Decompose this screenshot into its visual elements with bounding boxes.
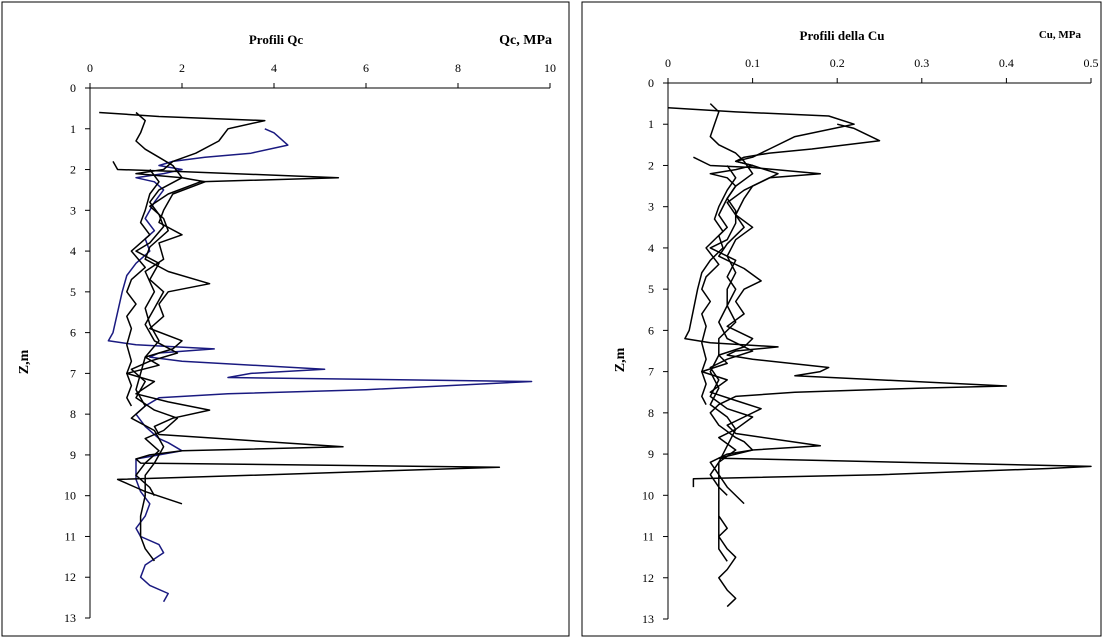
y-tick-label: 6 <box>70 326 76 340</box>
y-tick-label: 13 <box>64 611 76 625</box>
qc-profile-chart: Profili Qc Qc, MPa Z,m 0 2 4 6 8 10 0 1 2 3 4 5 6 7 8 9… <box>1 1 570 637</box>
y-tick-label: 0 <box>648 76 654 90</box>
chart-title: Profili della Cu <box>800 28 885 43</box>
y-tick-label: 2 <box>648 158 654 172</box>
x-tick-label: 4 <box>271 61 277 75</box>
x-tick-label: 0 <box>665 56 671 70</box>
x-tick-label: 0.5 <box>1084 56 1099 70</box>
series-line-3 <box>130 111 183 497</box>
y-tick-label: 2 <box>70 163 76 177</box>
series-line-5 <box>126 169 160 407</box>
x-tick-label: 0.2 <box>830 56 845 70</box>
series-line-1 <box>107 128 533 603</box>
series-line-4 <box>693 156 822 505</box>
x-axis-label: Cu, MPa <box>1039 29 1082 41</box>
series-line-3 <box>684 123 1092 488</box>
y-tick-label: 5 <box>648 282 654 296</box>
y-axis-label: Z,m <box>613 347 628 372</box>
y-tick-label: 6 <box>648 323 654 337</box>
x-tick-label: 8 <box>455 61 461 75</box>
y-tick-label: 8 <box>70 407 76 421</box>
series-line-4 <box>112 161 501 505</box>
chart-frame <box>1 1 570 637</box>
x-tick-label: 0.1 <box>745 56 760 70</box>
y-axis-label: Z,m <box>17 349 32 374</box>
chart-frame <box>581 1 1102 637</box>
y-tick-label: 7 <box>70 366 76 380</box>
x-tick-label: 10 <box>544 61 556 75</box>
x-tick-label: 0 <box>87 61 93 75</box>
y-tick-label: 4 <box>70 244 76 258</box>
x-tick-label: 2 <box>179 61 185 75</box>
y-tick-label: 10 <box>64 489 76 503</box>
series-line-2 <box>709 103 754 496</box>
y-tick-label: 7 <box>648 365 654 379</box>
x-axis-label: Qc, MPa <box>499 33 552 48</box>
y-tick-label: 8 <box>648 406 654 420</box>
y-tick-label: 1 <box>70 122 76 136</box>
x-tick-label: 0.4 <box>999 56 1014 70</box>
qc-chart-svg: Profili Qc Qc, MPa Z,m 0 2 4 6 8 100123456789… <box>1 1 570 637</box>
y-tick-label: 4 <box>648 241 654 255</box>
cu-chart-svg: Profili della Cu Cu, MPa Z,m 0 0.1 0.2 0.3 0… <box>581 1 1102 637</box>
y-tick-label: 11 <box>64 529 76 543</box>
series-line-2 <box>99 111 266 562</box>
series-line-5 <box>701 165 737 405</box>
series-line-1 <box>667 106 855 562</box>
y-tick-label: 9 <box>70 448 76 462</box>
y-tick-label: 12 <box>64 570 76 584</box>
y-tick-label: 5 <box>70 285 76 299</box>
y-tick-label: 11 <box>642 530 654 544</box>
y-tick-label: 3 <box>648 200 654 214</box>
y-tick-label: 1 <box>648 117 654 131</box>
series-line-6 <box>718 515 737 608</box>
cu-profile-chart: Profili della Cu Cu, MPa Z,m 0 0.1 0.2 0.3 0… <box>580 0 1104 639</box>
y-tick-label: 12 <box>642 571 654 585</box>
y-tick-label: 13 <box>642 612 654 626</box>
y-tick-label: 9 <box>648 447 654 461</box>
chart-title: Profili Qc <box>249 32 304 47</box>
y-tick-label: 10 <box>642 488 654 502</box>
x-tick-label: 0.3 <box>914 56 929 70</box>
x-tick-label: 6 <box>363 61 369 75</box>
y-tick-label: 3 <box>70 203 76 217</box>
y-tick-label: 0 <box>70 81 76 95</box>
